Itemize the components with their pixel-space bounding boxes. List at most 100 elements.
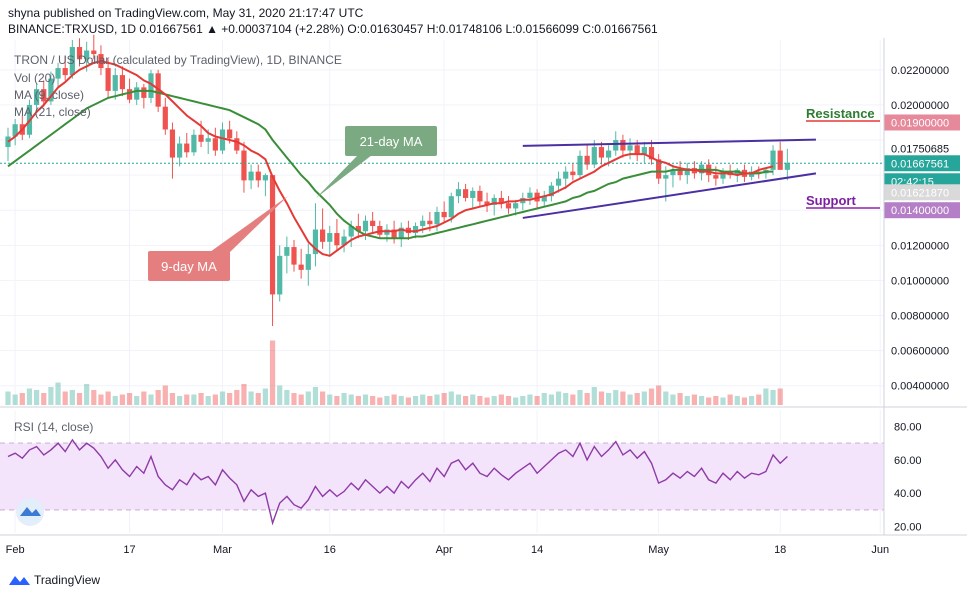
candle[interactable] bbox=[126, 78, 133, 104]
volume-bar bbox=[527, 394, 533, 405]
candle[interactable] bbox=[555, 171, 562, 193]
candle[interactable] bbox=[477, 185, 483, 207]
candle[interactable] bbox=[269, 175, 276, 327]
candle[interactable] bbox=[484, 192, 490, 212]
candle[interactable] bbox=[34, 83, 40, 112]
candle[interactable] bbox=[441, 201, 447, 223]
candle[interactable] bbox=[112, 68, 118, 100]
candle[interactable] bbox=[541, 190, 547, 207]
candle[interactable] bbox=[463, 183, 469, 202]
volume-bar bbox=[55, 382, 61, 405]
candle-body bbox=[606, 150, 612, 158]
candle[interactable] bbox=[598, 141, 605, 165]
candle[interactable] bbox=[355, 213, 361, 239]
volume-bars bbox=[5, 340, 783, 405]
candle[interactable] bbox=[48, 71, 54, 105]
candle[interactable] bbox=[262, 173, 268, 197]
candle[interactable] bbox=[670, 164, 676, 188]
candle[interactable] bbox=[770, 145, 776, 176]
candle[interactable] bbox=[248, 164, 254, 190]
candle[interactable] bbox=[277, 245, 283, 302]
candle-body bbox=[69, 47, 75, 76]
candle[interactable] bbox=[470, 187, 476, 209]
candle[interactable] bbox=[162, 97, 168, 135]
candle[interactable] bbox=[312, 203, 319, 267]
candle[interactable] bbox=[455, 182, 462, 204]
candle[interactable] bbox=[305, 243, 311, 286]
candle[interactable] bbox=[169, 122, 176, 179]
volume-bar bbox=[727, 394, 733, 405]
volume-bar bbox=[577, 390, 583, 405]
candle[interactable] bbox=[577, 150, 583, 179]
candle[interactable] bbox=[327, 226, 333, 256]
candle[interactable] bbox=[134, 82, 140, 105]
candle[interactable] bbox=[684, 162, 690, 184]
candle-body bbox=[148, 73, 154, 98]
current-price-tag-text: 0.01667561 bbox=[891, 158, 949, 170]
candle[interactable] bbox=[563, 166, 569, 190]
candle[interactable] bbox=[76, 38, 83, 67]
candle[interactable] bbox=[91, 34, 97, 60]
candle[interactable] bbox=[505, 196, 512, 214]
candle[interactable] bbox=[212, 127, 218, 156]
candle[interactable] bbox=[620, 134, 626, 158]
candle[interactable] bbox=[627, 138, 633, 160]
candle-body bbox=[770, 150, 776, 170]
candle[interactable] bbox=[69, 40, 75, 79]
volume-bar bbox=[734, 396, 740, 405]
vol-legend[interactable]: Vol (20) bbox=[14, 71, 55, 85]
volume-bar bbox=[162, 385, 168, 405]
tradingview-logo[interactable]: TradingView bbox=[9, 573, 100, 587]
time-tick-label: 14 bbox=[531, 544, 543, 556]
candle-body bbox=[641, 147, 647, 155]
candle[interactable] bbox=[434, 206, 440, 232]
candle[interactable] bbox=[527, 187, 533, 205]
candle[interactable] bbox=[570, 162, 576, 181]
candle[interactable] bbox=[341, 229, 347, 253]
candle[interactable] bbox=[41, 80, 47, 107]
candle[interactable] bbox=[334, 218, 340, 251]
candle[interactable] bbox=[12, 118, 18, 146]
time-axis[interactable]: Feb17Mar16Apr14May18Jun15 bbox=[6, 544, 967, 556]
candle[interactable] bbox=[105, 59, 111, 98]
candle[interactable] bbox=[284, 236, 290, 274]
candle[interactable] bbox=[398, 222, 404, 248]
candle[interactable] bbox=[448, 192, 454, 223]
candle[interactable] bbox=[62, 55, 68, 81]
candle[interactable] bbox=[784, 148, 790, 181]
ma21-legend[interactable]: MA (21, close) bbox=[14, 105, 91, 119]
symbol-title[interactable]: TRON / US Dollar (calculated by TradingV… bbox=[14, 53, 342, 67]
candle[interactable] bbox=[291, 240, 297, 272]
candle[interactable] bbox=[320, 208, 326, 249]
candle[interactable] bbox=[362, 215, 369, 241]
ma9-legend[interactable]: MA (9, close) bbox=[14, 88, 84, 102]
volume-bar bbox=[91, 390, 97, 405]
candle[interactable] bbox=[177, 136, 183, 167]
candle[interactable] bbox=[255, 164, 261, 188]
candle[interactable] bbox=[241, 141, 247, 193]
candle[interactable] bbox=[55, 62, 61, 88]
time-tick-label: Apr bbox=[436, 544, 453, 556]
price-tick-label: 0.02200000 bbox=[891, 65, 949, 77]
volume-bar bbox=[620, 391, 626, 405]
candle[interactable] bbox=[641, 141, 647, 163]
candle[interactable] bbox=[656, 154, 662, 184]
candle[interactable] bbox=[191, 129, 197, 156]
candle[interactable] bbox=[370, 211, 376, 234]
candle[interactable] bbox=[141, 83, 147, 109]
volume-bar bbox=[112, 396, 118, 405]
candle[interactable] bbox=[584, 145, 590, 170]
ma21-callout: 21-day MA bbox=[316, 126, 437, 198]
volume-bar bbox=[84, 384, 90, 405]
candle[interactable] bbox=[548, 182, 554, 202]
candle[interactable] bbox=[498, 190, 504, 209]
candle[interactable] bbox=[184, 133, 190, 158]
candle[interactable] bbox=[298, 248, 304, 279]
candle[interactable] bbox=[119, 66, 125, 97]
candle[interactable] bbox=[491, 194, 497, 216]
candle[interactable] bbox=[148, 69, 154, 104]
rsi-legend[interactable]: RSI (14, close) bbox=[14, 420, 93, 434]
candles[interactable] bbox=[5, 34, 790, 327]
candle-body bbox=[212, 138, 218, 151]
